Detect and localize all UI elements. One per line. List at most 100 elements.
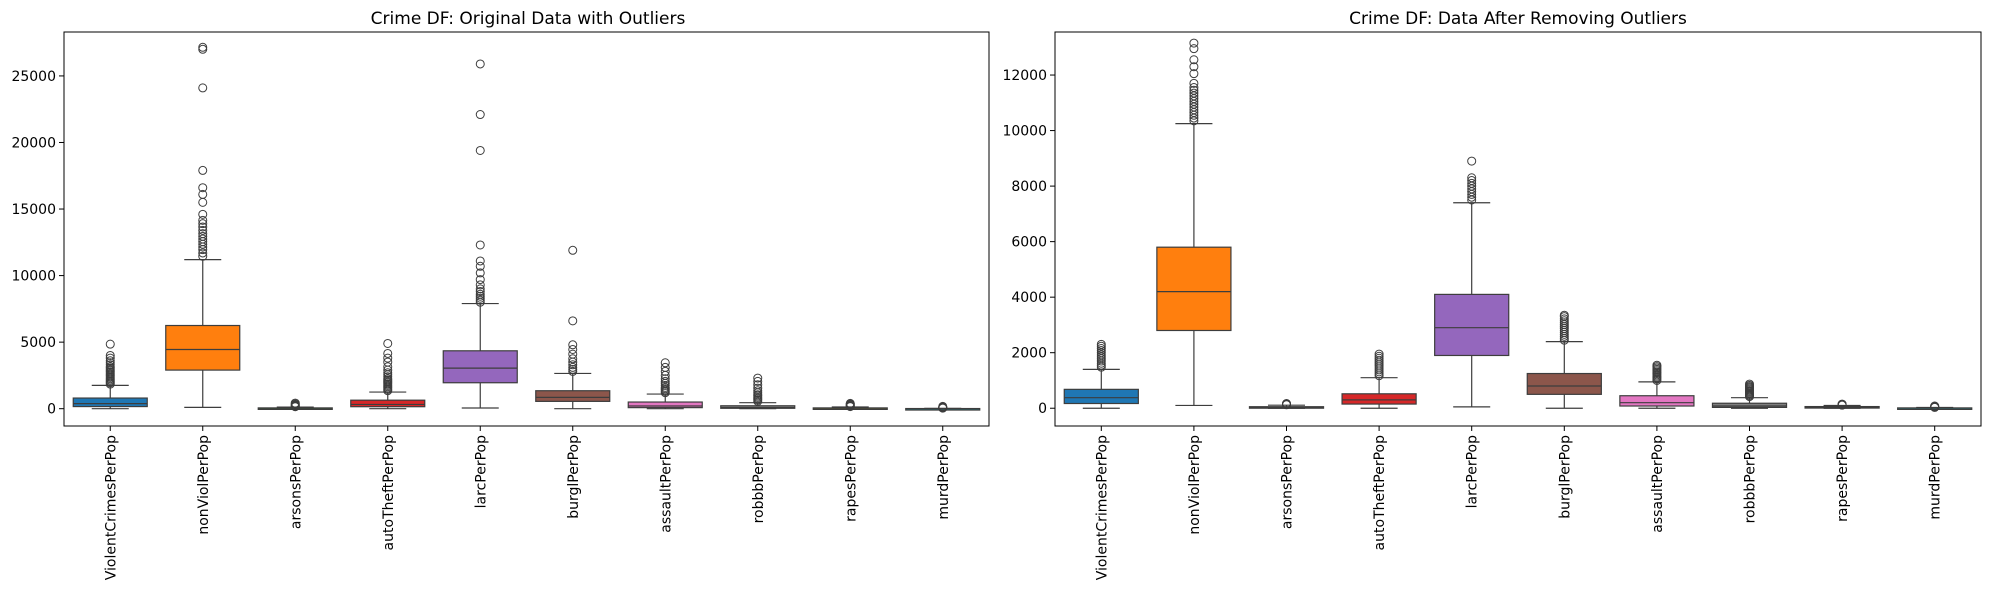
chart-title: Crime DF: Original Data with Outliers [371,9,686,29]
outlier-point [568,360,578,370]
outlier-point [1096,339,1106,349]
box-robbbPerPop [1711,379,1788,409]
outlier-point [753,376,763,386]
box-assaultPerPop [627,358,703,410]
box-iqr [1434,293,1510,357]
outlier-point [1837,399,1847,409]
y-tick-label: 4000 [1011,290,1047,306]
box-ViolentCrimesPerPop [1063,339,1139,409]
chart-title: Crime DF: Data After Removing Outliers [1349,9,1687,29]
box-iqr [350,399,426,408]
outlier-point [105,350,115,360]
box-iqr [1619,395,1695,407]
outlier-point [660,362,670,372]
outlier-point [660,366,670,376]
outlier-point [568,344,578,354]
y-tick-label: 0 [47,402,56,418]
outlier-point [198,197,208,207]
outlier-point [1282,399,1291,409]
plot-frame [1054,31,1982,427]
box-iqr [165,324,241,371]
box-murdPerPop [905,401,981,413]
box-burglPerPop [535,245,611,410]
outlier-point [475,110,485,120]
outlier-point [1467,178,1477,188]
outlier-point [1096,350,1106,360]
outlier-point [753,383,763,393]
y-tick-label: 25000 [11,69,56,85]
outlier-point [1189,55,1199,65]
outlier-point [1745,379,1754,389]
outlier-point [198,215,208,225]
outlier-point [1189,69,1199,79]
outlier-point [568,340,578,350]
outlier-point [568,316,578,326]
outlier-point [1189,38,1199,48]
outlier-point [105,353,115,363]
outlier-point [198,44,208,54]
box-murdPerPop [1897,401,1973,412]
box-iqr [1526,372,1602,395]
y-tick-label: 10000 [1002,124,1047,140]
outlier-point [105,339,115,349]
outlier-point [1559,314,1569,324]
box-larcPerPop [1434,156,1510,408]
outlier-point [1559,310,1569,320]
box-burglPerPop [1526,310,1602,409]
x-tick-label: assaultPerPop [1650,435,1666,533]
y-tick-label: 12000 [1002,68,1047,84]
outlier-point [383,338,393,348]
outlier-point [383,362,393,372]
box-robbbPerPop [720,373,796,410]
outlier-point [568,364,578,374]
outlier-point [1467,173,1477,183]
outlier-point [1189,78,1199,88]
outlier-point [475,59,485,69]
x-tick-label: robbbPerPop [751,435,767,523]
outlier-point [660,374,670,384]
outlier-point [198,42,208,52]
plot-frame [63,31,990,427]
outlier-point [198,209,208,219]
x-tick-label: burglPerPop [566,435,582,519]
x-tick-label: autoTheftPerPop [381,435,397,551]
x-tick-label: rapesPerPop [843,435,859,522]
x-tick-label: nonViolPerPop [1187,435,1203,535]
outlier-point [475,256,485,266]
outlier-point [475,287,485,297]
outlier-point [198,219,208,229]
outlier-point [753,386,763,396]
outlier-point [753,373,763,383]
outlier-point [475,261,485,271]
outlier-point [1467,156,1477,166]
outlier-point [1189,85,1199,95]
outlier-point [1930,401,1940,411]
box-autoTheftPerPop [350,338,426,410]
box-assaultPerPop [1619,360,1695,409]
outlier-point [198,222,208,232]
outlier-point [475,289,485,299]
x-tick-label: murdPerPop [936,435,952,520]
x-tick-label: autoTheftPerPop [1372,435,1388,551]
y-tick-label: 15000 [11,202,56,218]
outlier-point [198,251,208,261]
chart-original-data: Crime DF: Original Data with Outliers 0 5… [11,9,990,580]
x-tick-label: ViolentCrimesPerPop [1094,435,1110,580]
outlier-point [475,280,485,290]
box-iqr [442,350,518,384]
x-tick-label: nonViolPerPop [196,435,212,535]
box-rapesPerPop [812,398,888,412]
outlier-point [383,357,393,367]
chart-after-removing-outliers: Crime DF: Data After Removing Outliers 0… [1002,9,1982,580]
outlier-point [1467,176,1477,186]
y-tick-label: 20000 [11,135,56,151]
x-tick-label: burglPerPop [1557,435,1573,519]
box-nonViolPerPop [1156,38,1232,407]
outlier-point [475,275,485,285]
x-tick-label: arsonsPerPop [288,435,304,529]
box-arsonsPerPop [1248,399,1325,410]
y-tick-label: 0 [1038,401,1047,417]
outlier-point [383,348,393,358]
x-tick-label: assaultPerPop [658,435,674,533]
